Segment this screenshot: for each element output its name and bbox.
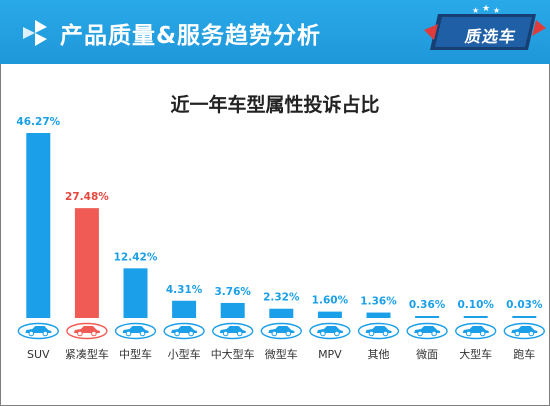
svg-text:★: ★	[493, 6, 500, 15]
value-label-9: 0.36%	[409, 299, 446, 311]
car-icon	[163, 322, 205, 340]
bar-3	[123, 268, 148, 318]
value-label-2: 27.48%	[65, 191, 109, 203]
value-label-5: 3.76%	[214, 286, 251, 298]
value-label-4: 4.31%	[166, 284, 203, 296]
car-icon	[114, 322, 157, 340]
car-icon	[17, 322, 59, 340]
car-icon	[357, 322, 400, 340]
car-icon	[66, 322, 108, 340]
car-icon	[503, 322, 545, 340]
bar-6	[269, 308, 294, 318]
category-label-7: MPV	[318, 348, 342, 361]
category-label-1: SUV	[27, 348, 50, 361]
bar-7	[317, 311, 342, 318]
svg-text:★: ★	[472, 6, 479, 15]
car-icon	[309, 322, 351, 340]
bar-8	[366, 312, 391, 318]
bar-5	[220, 302, 245, 318]
page-title: 产品质量&服务趋势分析	[60, 23, 322, 49]
category-label-3: 中型车	[119, 347, 152, 361]
car-icon	[260, 322, 302, 340]
category-label-5: 中大型车	[211, 347, 255, 361]
brand-badge: ★ ★ ★	[424, 4, 546, 50]
bar-11	[512, 316, 537, 318]
value-label-11: 0.03%	[506, 299, 543, 311]
category-label-11: 跑车	[513, 347, 535, 361]
car-icon	[455, 322, 497, 340]
value-label-7: 1.60%	[312, 295, 349, 307]
value-label-8: 1.36%	[360, 296, 397, 308]
category-label-10: 大型车	[459, 347, 492, 361]
category-label-9: 微面	[416, 347, 438, 361]
value-label-10: 0.10%	[457, 299, 494, 311]
category-label-8: 其他	[368, 348, 390, 361]
brand-logo-icon	[23, 20, 47, 46]
bar-10	[463, 316, 488, 318]
value-label-1: 46.27%	[16, 116, 60, 128]
car-icon	[406, 322, 448, 340]
category-label-4: 小型车	[168, 347, 201, 361]
bar-1	[26, 133, 51, 318]
value-label-3: 12.42%	[114, 251, 158, 263]
bar-9	[415, 316, 440, 318]
chart-title: 近一年车型属性投诉占比	[170, 94, 380, 116]
car-icon	[211, 322, 254, 340]
bar-4	[172, 300, 197, 318]
svg-text:★: ★	[482, 4, 490, 14]
bar-2	[74, 208, 99, 318]
category-label-6: 微型车	[265, 347, 298, 361]
category-label-2: 紧凑型车	[65, 347, 109, 361]
value-label-6: 2.32%	[263, 292, 300, 304]
